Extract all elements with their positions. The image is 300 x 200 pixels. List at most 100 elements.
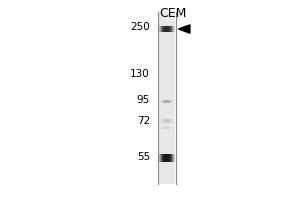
Bar xyxy=(164,154,165,162)
Bar xyxy=(160,119,161,123)
Bar xyxy=(171,119,172,123)
Bar xyxy=(167,154,168,162)
Bar xyxy=(161,119,162,123)
Bar xyxy=(170,26,171,32)
Bar xyxy=(162,154,163,162)
Bar xyxy=(172,127,173,129)
Bar xyxy=(173,26,174,32)
Bar xyxy=(166,26,167,32)
Bar xyxy=(164,154,165,162)
Bar xyxy=(163,119,164,123)
Bar xyxy=(167,119,168,123)
Bar xyxy=(164,127,165,129)
Bar xyxy=(171,154,172,162)
Bar xyxy=(165,100,166,102)
Bar xyxy=(174,154,175,162)
Bar xyxy=(160,26,161,32)
Bar xyxy=(161,127,162,129)
Bar xyxy=(160,100,161,102)
Bar xyxy=(162,127,163,129)
Bar xyxy=(160,26,161,32)
Bar xyxy=(161,119,162,123)
Bar xyxy=(163,26,164,32)
Text: CEM: CEM xyxy=(159,7,186,20)
Bar xyxy=(163,26,164,32)
Bar xyxy=(159,26,160,32)
Bar xyxy=(166,100,167,102)
Bar xyxy=(169,100,170,102)
Bar xyxy=(163,154,164,162)
Bar xyxy=(167,127,168,129)
Bar xyxy=(160,26,161,32)
Bar xyxy=(167,119,168,123)
Bar xyxy=(163,127,164,129)
Bar xyxy=(169,127,170,129)
Bar xyxy=(174,26,175,32)
Bar xyxy=(161,100,162,102)
Bar xyxy=(166,119,167,123)
Bar xyxy=(169,154,170,162)
Bar xyxy=(169,100,170,102)
Bar xyxy=(160,100,161,102)
Bar xyxy=(164,26,165,32)
Bar xyxy=(166,127,167,129)
Bar xyxy=(165,119,166,123)
Bar xyxy=(171,119,172,123)
Bar xyxy=(160,127,161,129)
Bar xyxy=(161,127,162,129)
Bar xyxy=(159,154,160,162)
Bar xyxy=(170,127,171,129)
Bar xyxy=(165,26,166,32)
Bar xyxy=(161,127,162,129)
Bar xyxy=(168,154,169,162)
Bar xyxy=(167,26,168,32)
Bar xyxy=(162,154,163,162)
Bar xyxy=(170,127,171,129)
Bar xyxy=(171,100,172,102)
Bar xyxy=(166,127,167,129)
Bar xyxy=(162,100,163,102)
Bar xyxy=(170,154,171,162)
Bar xyxy=(170,127,171,129)
Bar xyxy=(167,26,168,32)
Bar xyxy=(171,127,172,129)
Bar xyxy=(170,154,171,162)
Bar xyxy=(158,154,159,162)
Bar xyxy=(171,26,172,32)
Bar xyxy=(163,127,164,129)
Bar xyxy=(166,154,167,162)
Bar xyxy=(165,119,166,123)
Bar xyxy=(168,154,169,162)
Bar xyxy=(170,100,171,102)
Bar xyxy=(162,119,163,123)
Bar xyxy=(159,26,160,32)
Bar xyxy=(171,127,172,129)
Bar xyxy=(170,119,171,123)
Bar xyxy=(172,100,173,102)
Bar xyxy=(164,119,165,123)
Bar xyxy=(162,26,163,32)
Bar xyxy=(163,100,164,102)
Bar xyxy=(168,26,169,32)
Bar xyxy=(161,100,162,102)
Bar xyxy=(168,100,169,102)
Bar xyxy=(169,119,170,123)
Bar xyxy=(160,127,161,129)
Bar xyxy=(169,100,170,102)
Bar xyxy=(160,127,161,129)
Bar xyxy=(170,26,171,32)
Bar xyxy=(165,154,166,162)
Bar xyxy=(159,154,160,162)
Bar xyxy=(171,154,172,162)
Bar xyxy=(158,26,159,32)
Bar xyxy=(158,26,159,32)
Bar xyxy=(164,100,165,102)
Bar xyxy=(165,127,166,129)
Bar xyxy=(169,154,170,162)
Bar xyxy=(172,26,173,32)
Bar xyxy=(162,119,163,123)
Bar xyxy=(165,154,166,162)
Bar xyxy=(172,26,173,32)
Bar xyxy=(158,12,175,184)
Bar xyxy=(172,26,173,32)
